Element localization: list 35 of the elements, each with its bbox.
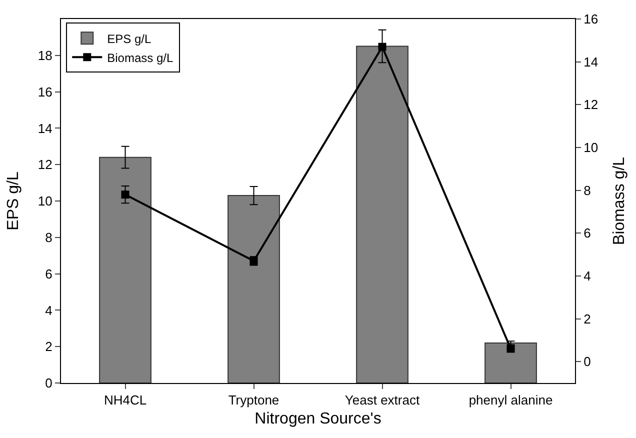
y-tick-label: 14 [38,120,52,136]
y-tick-label: 2 [45,339,52,354]
bar [484,342,537,383]
y-tick-label: 6 [45,266,52,282]
point [506,344,515,353]
y-tick-label: 8 [45,230,52,245]
point [378,42,386,51]
x-tick-label: Tryptone [228,392,280,408]
x-tick-label: NH4CL [104,392,147,408]
y2-tick-label: 0 [584,354,591,370]
y-tick-label: 10 [38,194,52,209]
y-tick-label: 16 [38,84,52,100]
y2-tick-label: 8 [584,182,591,198]
point [121,190,130,199]
y-axis-title: EPS g/L [4,172,22,230]
y2-tick-label: 14 [584,54,598,70]
bar [99,156,152,383]
y2-axis-title: Biomass g/L [610,156,628,246]
y-tick-label: 12 [38,157,52,172]
y-tick-label: 4 [45,302,52,318]
x-tick-label: phenyl alanine [468,392,553,408]
bar [228,195,280,383]
x-tick-label: Yeast extract [344,392,420,408]
y2-tick-label: 6 [584,226,591,241]
y-tick-label: 0 [45,376,52,391]
y2-tick-label: 4 [584,268,591,284]
legend-label: EPS g/L [107,32,152,46]
bar [356,46,408,383]
y-tick-label: 18 [38,48,52,63]
legend-label: Biomass g/L [107,50,174,65]
x-axis-title: Nitrogen Source's [254,410,382,428]
y2-tick-label: 16 [584,12,598,27]
y2-tick-label: 12 [584,97,598,112]
y2-tick-label: 2 [584,311,591,326]
y2-tick-label: 10 [584,140,598,156]
